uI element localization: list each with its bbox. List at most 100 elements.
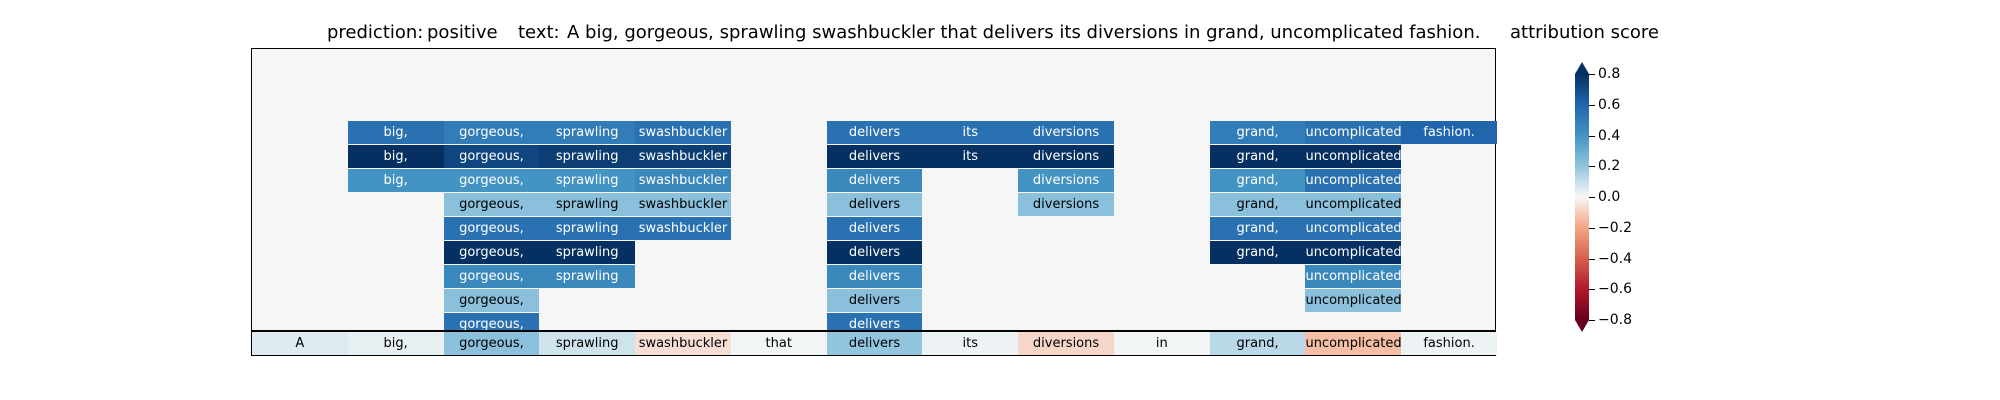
layer-6-token: grand, (1236, 245, 1279, 260)
baseline-cell (922, 332, 1019, 355)
layer-6-token: gorgeous, (459, 245, 524, 260)
layer-8-token: gorgeous, (459, 293, 524, 308)
layer-6-cell (443, 241, 540, 264)
layer-1-token: swashbuckler (638, 125, 728, 140)
layer-6-cell (1209, 241, 1306, 264)
layer-2-cell (539, 145, 636, 168)
baseline-cell (1209, 332, 1306, 355)
colorbar-tick (1589, 320, 1595, 321)
layer-4-token: sprawling (555, 197, 619, 212)
layer-5-token: delivers (848, 221, 901, 236)
layer-8-cell (1305, 289, 1402, 312)
colorbar-tick-label: 0.4 (1598, 128, 1621, 144)
layer-3-token: grand, (1236, 173, 1279, 188)
layer-1-token: gorgeous, (459, 125, 524, 140)
layer-3-cell (539, 169, 636, 192)
layer-4-cell (1018, 193, 1114, 216)
baseline-token: sprawling (555, 336, 619, 351)
layer-1-token: sprawling (555, 125, 619, 140)
colorbar-tick-label: 0.2 (1598, 158, 1621, 174)
colorbar (1575, 62, 1589, 332)
layer-3-token: big, (383, 173, 408, 188)
layer-3-token: uncomplicated (1305, 173, 1402, 188)
baseline-cell (347, 332, 444, 355)
layer-4-token: gorgeous, (459, 197, 524, 212)
prediction-value: positive (427, 22, 498, 43)
layer-7-cell (539, 265, 636, 288)
layer-2-token: delivers (848, 149, 901, 164)
layer-6-cell (1305, 241, 1402, 264)
layer-5-cell (826, 217, 923, 240)
text-value: A big, gorgeous, sprawling swashbuckler … (567, 22, 1481, 43)
layer-4-cell (1209, 193, 1306, 216)
baseline-token: its (962, 336, 978, 351)
baseline-cell (252, 332, 348, 355)
layer-8-cell (826, 289, 923, 312)
layer-2-token: its (962, 149, 978, 164)
colorbar-tick-label: 0.8 (1598, 66, 1621, 82)
layer-5-cell (443, 217, 540, 240)
layer-1-cell (539, 121, 636, 144)
layer-8-cell (443, 289, 540, 312)
layer-1-token: its (962, 125, 978, 140)
heatmap-axes: big, gorgeous, sprawling swashbuckler delive… (251, 48, 1497, 356)
layer-2-cell (1209, 145, 1306, 168)
baseline-cell (1305, 332, 1402, 355)
layer-4-token: diversions (1032, 197, 1100, 212)
layer-1-cell (826, 121, 923, 144)
prediction-label: prediction: (327, 22, 424, 43)
layer-3-cell (1209, 169, 1306, 192)
baseline-token: fashion. (1423, 336, 1475, 351)
layer-5-token: swashbuckler (638, 221, 728, 236)
layer-2-token: swashbuckler (638, 149, 728, 164)
layer-1-token: delivers (848, 125, 901, 140)
layer-5-token: uncomplicated (1305, 221, 1402, 236)
layer-4-cell (1305, 193, 1402, 216)
text-label: text: (518, 22, 560, 43)
layer-4-token: grand, (1236, 197, 1279, 212)
layer-2-cell (922, 145, 1019, 168)
layer-7-cell (1305, 265, 1402, 288)
baseline-cell (635, 332, 731, 355)
layer-7-token: delivers (848, 269, 901, 284)
layer-4-cell (539, 193, 636, 216)
colorbar-tick-label: −0.6 (1598, 281, 1632, 297)
colorbar-tick (1589, 197, 1595, 198)
layer-2-cell (443, 145, 540, 168)
layer-8-token: delivers (848, 293, 901, 308)
layer-4-token: swashbuckler (638, 197, 728, 212)
layer-3-cell (347, 169, 444, 192)
layer-5-token: grand, (1236, 221, 1279, 236)
layer-2-token: gorgeous, (459, 149, 524, 164)
baseline-separator (251, 330, 1496, 332)
baseline-cell (443, 332, 540, 355)
layer-2-cell (1018, 145, 1114, 168)
layer-2-cell (635, 145, 731, 168)
baseline-token: uncomplicated (1305, 336, 1402, 351)
layer-6-token: delivers (848, 245, 901, 260)
layer-1-cell (1209, 121, 1306, 144)
layer-5-cell (1305, 217, 1402, 240)
colorbar-tick-label: −0.4 (1598, 251, 1632, 267)
baseline-token: that (765, 336, 792, 351)
layer-1-token: diversions (1032, 125, 1100, 140)
layer-4-cell (826, 193, 923, 216)
colorbar-tick-label: −0.2 (1598, 220, 1632, 236)
layer-3-token: gorgeous, (459, 173, 524, 188)
baseline-cell (1401, 332, 1497, 355)
colorbar-tick-label: −0.8 (1598, 312, 1632, 328)
layer-7-cell (826, 265, 923, 288)
colorbar-bottom-extend (1575, 320, 1589, 332)
layer-1-token: fashion. (1423, 125, 1475, 140)
layer-3-token: diversions (1032, 173, 1100, 188)
layer-6-cell (826, 241, 923, 264)
layer-1-cell (1018, 121, 1114, 144)
colorbar-top-extend (1575, 62, 1589, 74)
layer-7-token: gorgeous, (459, 269, 524, 284)
baseline-token: gorgeous, (459, 336, 524, 351)
layer-7-token: sprawling (555, 269, 619, 284)
layer-3-cell (826, 169, 923, 192)
layer-3-token: sprawling (555, 173, 619, 188)
baseline-cell (730, 332, 827, 355)
colorbar-tick-label: 0.0 (1598, 189, 1621, 205)
